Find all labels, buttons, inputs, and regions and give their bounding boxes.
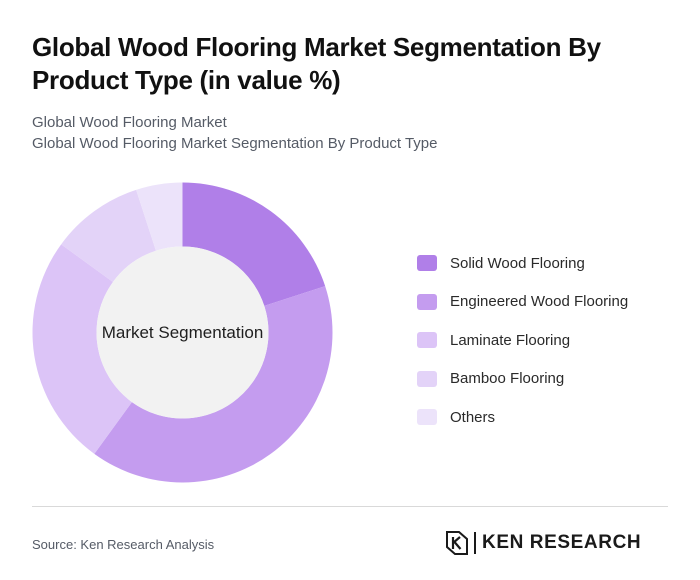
donut-chart: Market Segmentation [32, 182, 333, 483]
brand-name: KEN RESEARCH [482, 532, 642, 553]
source-note: Source: Ken Research Analysis [32, 537, 215, 552]
donut-slice-others[interactable] [136, 182, 183, 251]
donut-slice-laminate-flooring[interactable] [32, 244, 132, 454]
legend-item-engineered-wood-flooring[interactable]: Engineered Wood Flooring [417, 283, 687, 322]
footer-divider [32, 506, 668, 507]
donut-slice-engineered-wood-flooring[interactable] [94, 286, 333, 483]
subtitle-segmentation: Global Wood Flooring Market Segmentation… [32, 135, 438, 152]
donut-center [96, 246, 269, 419]
legend-swatch [417, 370, 437, 387]
legend-label: Others [450, 408, 496, 426]
chart-legend: Solid Wood Flooring Engineered Wood Floor… [417, 244, 687, 437]
ken-research-logo-icon [446, 531, 468, 555]
legend-swatch [417, 293, 437, 310]
legend-swatch [417, 332, 437, 349]
subtitle-market: Global Wood Flooring Market [32, 114, 227, 131]
donut-slice-solid-wood-flooring[interactable] [182, 182, 326, 306]
donut-center-label: Market Segmentation [102, 323, 264, 342]
legend-label: Engineered Wood Flooring [450, 293, 629, 311]
chart-title: Global Wood Flooring Market Segmentation… [32, 32, 601, 95]
legend-swatch [417, 255, 437, 272]
legend-item-solid-wood-flooring[interactable]: Solid Wood Flooring [417, 244, 687, 283]
brand-logo: KEN RESEARCH [446, 530, 641, 556]
donut-slice-bamboo-flooring[interactable] [61, 189, 156, 282]
legend-item-laminate-flooring[interactable]: Laminate Flooring [417, 321, 687, 360]
legend-label: Bamboo Flooring [450, 370, 565, 388]
legend-label: Laminate Flooring [450, 331, 571, 349]
legend-item-others[interactable]: Others [417, 398, 687, 437]
legend-swatch [417, 409, 437, 426]
donut-slices [32, 182, 333, 483]
brand-separator [474, 532, 476, 554]
legend-item-bamboo-flooring[interactable]: Bamboo Flooring [417, 360, 687, 399]
legend-label: Solid Wood Flooring [450, 254, 585, 272]
